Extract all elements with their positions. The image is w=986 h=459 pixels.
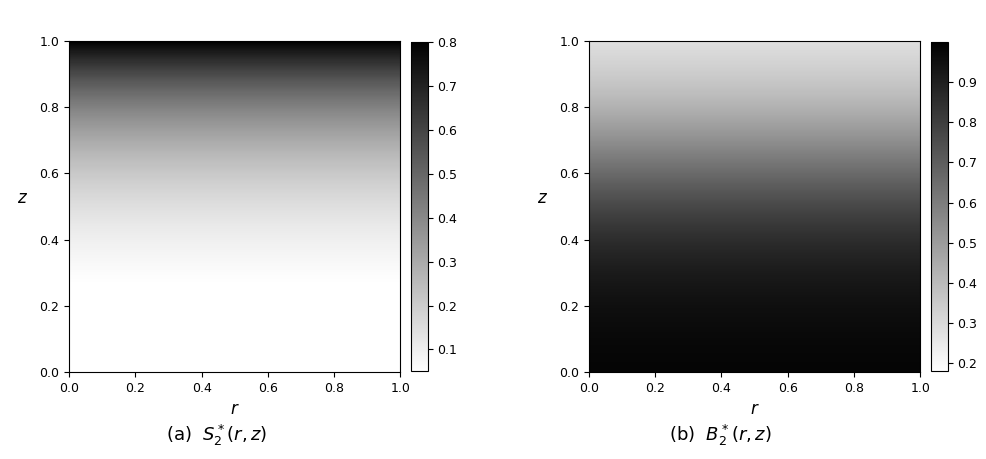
Text: (b)  $B_2^*(r,z)$: (b) $B_2^*(r,z)$ [669,423,771,448]
Y-axis label: $z$: $z$ [17,189,29,207]
Text: (a)  $S_2^*(r,z)$: (a) $S_2^*(r,z)$ [167,423,267,448]
X-axis label: $r$: $r$ [230,400,240,419]
Y-axis label: $z$: $z$ [536,189,547,207]
X-axis label: $r$: $r$ [749,400,758,419]
